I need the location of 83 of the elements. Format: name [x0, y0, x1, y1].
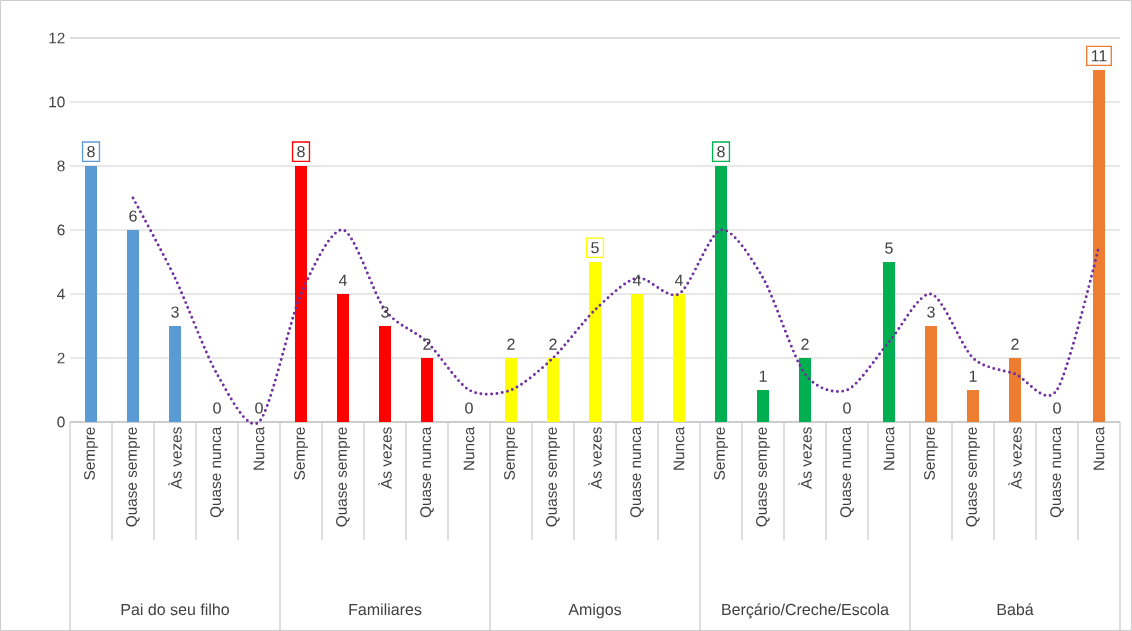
- text: Amigos: [568, 603, 622, 619]
- bar: [1093, 69, 1105, 422]
- data-label: 1: [969, 370, 977, 382]
- x-tick-label: Nunca: [1093, 426, 1105, 470]
- data-label: 1: [759, 370, 767, 382]
- data-label: 3: [927, 306, 935, 318]
- data-label: 3: [381, 306, 389, 318]
- x-tick-label: Quase nunca: [630, 426, 644, 518]
- text: Familiares: [349, 603, 422, 616]
- x-tick-label: Às vezes: [168, 427, 182, 489]
- data-label: 4: [674, 274, 683, 286]
- text: Berçário/Creche/Escola: [722, 603, 889, 619]
- line-series: [131, 196, 1101, 424]
- x-tick-label: Sempre: [504, 427, 518, 480]
- x-tick-label: Às vezes: [378, 427, 392, 489]
- bar: [85, 165, 98, 422]
- data-label: 2: [507, 338, 515, 350]
- data-label: 5: [591, 242, 599, 254]
- x-tick-label: Sempre: [924, 427, 938, 480]
- x-tick-label: Quase nunca: [1050, 426, 1064, 518]
- bar: [295, 165, 308, 422]
- data-label: 0: [213, 402, 221, 414]
- x-tick-label: Quase sempre: [336, 427, 350, 527]
- bar: [337, 293, 350, 422]
- data-label: 2: [1011, 338, 1019, 350]
- data-label: 4: [632, 274, 641, 286]
- x-tick-label: Quase nunca: [840, 426, 854, 518]
- bar: [673, 293, 685, 422]
- data-label: 0: [255, 402, 263, 414]
- bar: [631, 293, 643, 422]
- bar: [169, 325, 182, 422]
- data-label: 5: [885, 242, 893, 254]
- x-tick-label: Quase nunca: [210, 426, 224, 518]
- y-tick-label: 6: [57, 224, 65, 236]
- bar: [883, 261, 895, 422]
- x-tick-label: Nunca: [883, 426, 895, 470]
- y-tick-label: 4: [57, 288, 65, 300]
- x-tick-label: Sempre: [714, 427, 728, 480]
- x-tick-label: Quase sempre: [126, 427, 140, 527]
- x-tick-label: Quase sempre: [546, 427, 560, 527]
- data-label: 2: [801, 338, 809, 350]
- bar: [1009, 357, 1021, 422]
- x-tick-label: Quase sempre: [966, 427, 980, 527]
- x-tick-label: Quase sempre: [756, 427, 770, 527]
- y-tick-label: 2: [57, 352, 65, 364]
- x-tick-label: Às vezes: [798, 427, 812, 489]
- bar: [799, 357, 811, 422]
- bar: [127, 229, 140, 422]
- y-tick-label: 0: [57, 416, 65, 428]
- data-label: 3: [171, 306, 179, 318]
- data-label: 8: [297, 146, 305, 158]
- y-tick-label: 12: [49, 32, 65, 44]
- data-label: 4: [338, 274, 347, 286]
- bar: [421, 357, 433, 422]
- bar: [757, 389, 769, 422]
- x-tick-label: Quase nunca: [420, 426, 434, 518]
- data-label: 6: [129, 210, 137, 222]
- x-tick-label: Às vezes: [588, 427, 602, 489]
- data-label: 0: [465, 402, 473, 414]
- x-tick-label: Nunca: [673, 426, 685, 470]
- data-label: 8: [87, 146, 95, 158]
- data-label: 2: [549, 338, 557, 350]
- text: Pai do seu filho: [121, 603, 229, 616]
- data-label: 11: [1091, 50, 1107, 62]
- x-tick-label: Nunca: [253, 426, 265, 470]
- data-label: 2: [423, 338, 431, 350]
- x-tick-label: Sempre: [84, 427, 98, 480]
- x-tick-label: Nunca: [463, 426, 475, 470]
- bar: [379, 325, 391, 422]
- bar: [505, 357, 517, 422]
- bar: [547, 357, 559, 422]
- data-label: 0: [843, 402, 851, 414]
- x-tick-label: Às vezes: [1008, 427, 1022, 489]
- bar: [589, 261, 601, 422]
- x-tick-label: Sempre: [294, 427, 308, 480]
- y-tick-label: 10: [49, 96, 65, 108]
- data-label: 0: [1053, 402, 1061, 414]
- bar: [925, 325, 937, 422]
- text: Babá: [997, 603, 1034, 616]
- y-tick-label: 8: [57, 160, 65, 172]
- data-label: 8: [717, 146, 725, 158]
- bar: [967, 389, 979, 422]
- bar: [715, 165, 727, 422]
